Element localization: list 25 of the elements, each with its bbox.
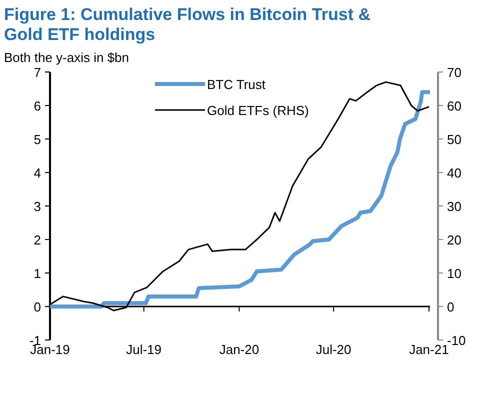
- x-tick-label: Jan-20: [219, 342, 260, 357]
- x-tick-label: Jul-20: [316, 342, 352, 357]
- y2-tick-label: 40: [447, 166, 462, 180]
- y-tick-label: 0: [34, 300, 41, 314]
- y2-tick-label: 10: [447, 266, 462, 281]
- y-tick-label: 2: [34, 232, 41, 248]
- x-tick-label: Jan-21: [409, 342, 449, 357]
- y-tick-label: 5: [34, 132, 41, 147]
- y-tick-label: 1: [34, 266, 41, 281]
- legend-label: BTC Trust: [207, 77, 266, 92]
- y-tick-label: 6: [34, 98, 41, 114]
- y2-tick-label: 20: [447, 232, 462, 248]
- y2-tick-label: 70: [447, 65, 462, 80]
- y-tick-label: 3: [34, 199, 41, 214]
- chart-title: Figure 1: Cumulative Flows in Bitcoin Trust & Gold ETF holdings: [4, 5, 370, 44]
- y-tick-label: 7: [34, 65, 41, 80]
- y2-tick-label: 60: [447, 98, 462, 114]
- x-tick-label: Jul-19: [126, 342, 162, 357]
- y2-tick-label: 50: [447, 132, 462, 147]
- y-tick-label: 4: [34, 166, 41, 180]
- chart-subtitle: Both the y-axis in $bn: [4, 50, 130, 65]
- y2-tick-label: 0: [447, 300, 454, 314]
- y2-tick-label: -10: [447, 333, 466, 348]
- y2-tick-label: 30: [447, 199, 462, 214]
- legend-label: Gold ETFs (RHS): [207, 103, 309, 118]
